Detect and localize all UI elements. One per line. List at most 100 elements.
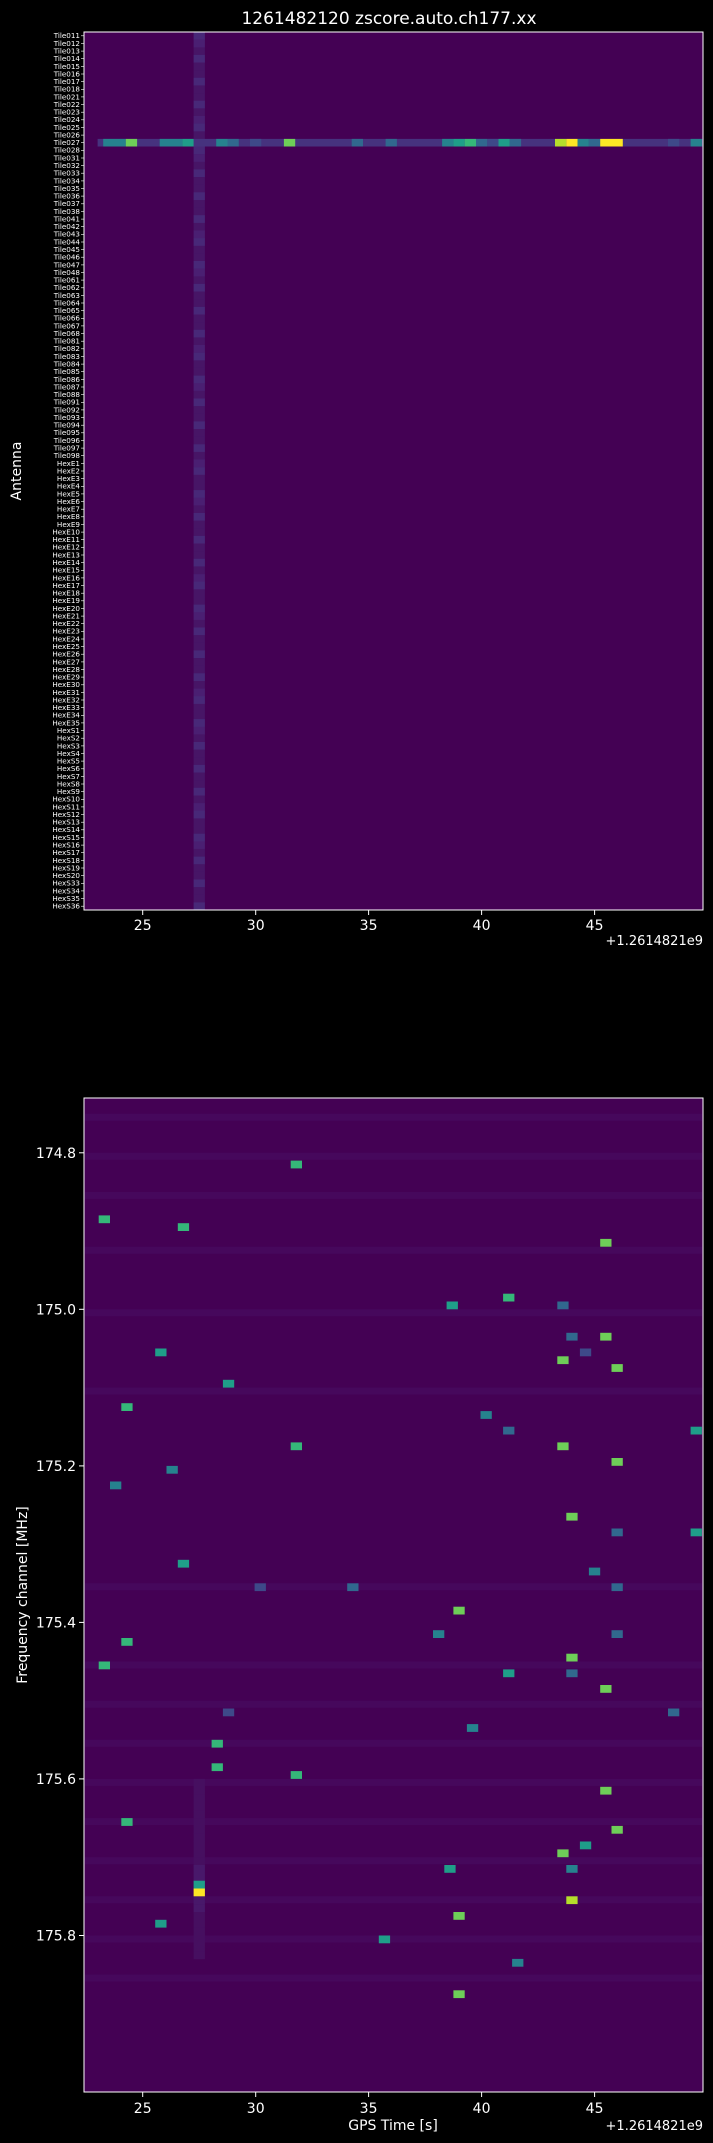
y-tick-label: 175.8 <box>36 1929 76 1945</box>
rfi-cell <box>557 1442 569 1451</box>
antenna-label: Tile045 <box>53 245 80 254</box>
x-tick-label: 45 <box>586 2101 604 2117</box>
column-cell <box>193 543 205 552</box>
antenna-label: HexS8 <box>57 779 81 788</box>
rfi-cell <box>446 1301 458 1310</box>
column-cell <box>193 1857 205 1866</box>
column-cell <box>193 215 205 224</box>
column-cell <box>193 169 205 178</box>
rfi-cell <box>579 1841 592 1850</box>
antenna-label: Tile084 <box>53 360 81 369</box>
antenna-label: Tile066 <box>53 314 81 323</box>
antenna-label: HexE9 <box>57 520 80 529</box>
rfi-cell <box>588 1567 601 1576</box>
frequency-band <box>85 1739 702 1747</box>
antenna-label: Tile022 <box>53 100 80 109</box>
antenna-label: HexS33 <box>52 879 80 888</box>
antenna-label: Tile033 <box>53 169 80 178</box>
hot-row-cell <box>216 138 228 147</box>
column-cell <box>193 1778 205 1787</box>
column-cell <box>193 818 205 827</box>
antenna-label: Tile082 <box>53 344 80 353</box>
rfi-cell <box>98 1661 110 1670</box>
column-cell <box>193 222 205 231</box>
rfi-cell <box>512 1958 524 1967</box>
column-cell <box>193 772 205 781</box>
column-cell <box>193 413 205 422</box>
column-cell <box>193 70 205 79</box>
column-cell <box>193 39 205 48</box>
y-axis-label: Frequency channel [MHz] <box>15 1506 31 1684</box>
column-cell <box>193 1951 205 1960</box>
column-cell <box>193 451 205 460</box>
antenna-label: HexS1 <box>57 726 80 735</box>
antenna-label: Tile095 <box>53 428 80 437</box>
rfi-cell <box>110 1481 122 1490</box>
hot-row-cell <box>283 138 296 147</box>
hot-row-cell <box>385 138 397 147</box>
antenna-label: HexE33 <box>52 703 80 712</box>
column-cell <box>193 841 205 850</box>
column-cell <box>193 1865 205 1874</box>
antenna-label: Tile088 <box>53 390 81 399</box>
antenna-label: Tile065 <box>53 306 80 315</box>
column-cell <box>193 398 205 407</box>
antenna-label: HexE16 <box>52 573 80 582</box>
column-cell <box>193 93 205 101</box>
rfi-cell <box>600 1238 612 1247</box>
plot-frame <box>83 1097 704 2093</box>
antenna-label: HexE18 <box>52 589 80 598</box>
column-cell <box>193 352 205 361</box>
antenna-label: Tile062 <box>53 283 80 292</box>
rfi-cell <box>222 1708 235 1717</box>
antenna-label: HexS35 <box>52 894 80 903</box>
column-cell <box>193 642 205 651</box>
column-cell <box>193 612 205 621</box>
rfi-cell <box>566 1332 578 1341</box>
column-cell <box>193 146 205 155</box>
antenna-label: Tile046 <box>53 253 81 262</box>
column-cell <box>193 444 205 453</box>
column-cell <box>193 505 205 514</box>
antenna-label: Tile096 <box>53 436 81 445</box>
column-cell <box>193 245 205 254</box>
antenna-label: Tile041 <box>53 215 80 224</box>
antenna-label: Tile027 <box>53 138 80 147</box>
rfi-cell <box>690 1426 702 1435</box>
rfi-cell <box>600 1786 612 1795</box>
column-cell <box>193 558 205 567</box>
column-cell <box>193 291 205 300</box>
column-cell <box>193 688 205 697</box>
column-cell <box>193 1825 205 1834</box>
column-cell <box>193 329 205 338</box>
column-cell <box>193 902 205 911</box>
rfi-cell <box>290 1771 302 1779</box>
hot-row-cell <box>600 138 612 147</box>
antenna-label: HexE35 <box>52 718 80 727</box>
hot-column-layer <box>193 1778 205 1960</box>
column-cell <box>193 299 205 308</box>
column-cell <box>193 77 205 86</box>
column-cell <box>193 261 205 269</box>
rfi-cell <box>254 1583 266 1592</box>
rfi-cell <box>557 1356 569 1365</box>
column-cell <box>193 1935 205 1944</box>
column-cell <box>193 283 205 292</box>
hot-row-cell <box>103 138 115 147</box>
antenna-label: Tile064 <box>53 298 81 307</box>
antenna-label: HexE7 <box>57 505 80 514</box>
column-cell <box>193 322 205 330</box>
column-cell <box>193 1841 205 1850</box>
antenna-label: HexS9 <box>57 787 81 796</box>
column-cell <box>193 894 205 903</box>
rfi-cell <box>566 1865 578 1873</box>
rfi-cell <box>347 1583 359 1592</box>
x-axis-label: GPS Time [s] <box>348 2118 438 2134</box>
antenna-label: HexE22 <box>52 619 80 628</box>
column-cell <box>193 719 205 727</box>
rfi-cell <box>579 1348 592 1357</box>
column-cell <box>193 742 205 750</box>
column-cell <box>193 367 205 376</box>
antenna-label: Tile038 <box>53 207 81 216</box>
x-tick-labels: 25 30 35 40 45 <box>134 2092 604 2117</box>
